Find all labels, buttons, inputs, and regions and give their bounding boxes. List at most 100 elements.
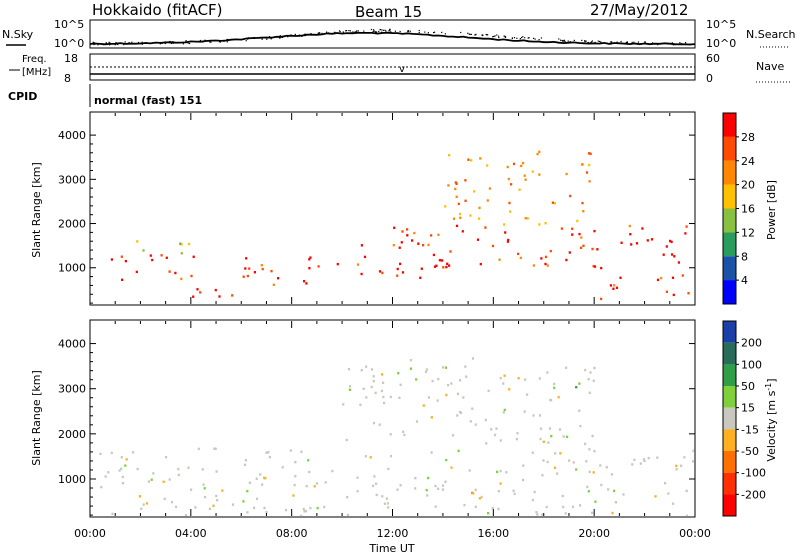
colorbar-segment (723, 342, 736, 365)
x-axis-label: Time UT (368, 542, 414, 554)
noise-search-point (667, 43, 669, 45)
colorbar-tick-label: 16 (741, 203, 755, 216)
noise-search-point (164, 42, 166, 44)
noise-search-point (407, 30, 409, 32)
y-tick-label: 2000 (58, 218, 86, 231)
noise-search-point (350, 32, 352, 34)
noise-search-point (528, 37, 530, 39)
colorbar-tick-label: 15 (741, 402, 755, 415)
noise-search-point (226, 39, 228, 41)
noise-search-point (172, 41, 174, 43)
echo-cell (380, 389, 383, 393)
velocity-x-ticks (89, 321, 696, 516)
noise-search-point (373, 30, 375, 32)
colorbar-tick-label: 20 (741, 179, 755, 192)
echo-cell (437, 233, 440, 236)
echo-cell (444, 366, 448, 369)
colorbar-segment (723, 407, 736, 430)
echo-cell (422, 404, 425, 407)
noise-search-point (266, 38, 268, 40)
echo-cell (452, 217, 456, 220)
echo-cell (414, 487, 417, 490)
noise-search-point (108, 41, 110, 43)
echo-cell (542, 459, 545, 462)
velocity-colorbar-label: Velocity [m s-1] (764, 378, 778, 461)
echo-cell (449, 250, 452, 253)
power-y-label: Slant Range [km] (30, 162, 43, 258)
x-axis-tick-labels: 00:00 04:00 08:00 12:00 16:00 20:00 00:00 (74, 527, 711, 540)
echo-cell (152, 472, 155, 475)
colorbar-tick-label: 200 (741, 337, 762, 350)
echo-cell (478, 497, 481, 500)
echo-cell (399, 262, 402, 266)
x-tick-label: 20:00 (578, 527, 610, 540)
echo-cell (685, 225, 688, 228)
echo-cell (413, 231, 416, 235)
echo-cell (359, 403, 362, 406)
noise-search-point (202, 41, 204, 43)
noise-search-point (97, 44, 99, 46)
noise-search-point (611, 42, 613, 44)
echo-cell (554, 452, 557, 455)
echo-cell (524, 178, 527, 181)
echo-cell (163, 497, 166, 501)
echo-cell (316, 506, 319, 510)
velocity-colorbar: 200 100 50 15 -15 -50 -100 -200 (722, 320, 766, 517)
echo-cell (487, 389, 490, 393)
noise-search-point (375, 31, 377, 33)
echo-cell (438, 259, 441, 262)
echo-cell (441, 366, 445, 369)
noise-search-point (355, 31, 357, 33)
echo-cell (415, 420, 419, 423)
echo-cell (628, 224, 631, 228)
echo-cell (669, 239, 672, 243)
echo-cell (442, 266, 445, 269)
echo-cell (349, 385, 352, 388)
noise-search-point (346, 30, 348, 32)
echo-cell (308, 470, 311, 474)
echo-cell (346, 495, 349, 499)
echo-cell (605, 466, 608, 469)
echo-cell (635, 242, 639, 245)
echo-cell (431, 379, 434, 383)
echo-cell (255, 477, 258, 480)
freq-right-label: Nave (756, 60, 784, 73)
echo-cell (619, 276, 622, 279)
echo-cell (607, 488, 610, 491)
echo-cell (553, 202, 556, 205)
noise-search-point (311, 34, 313, 36)
noise-search-point (269, 36, 271, 38)
echo-cell (629, 233, 632, 236)
echo-cell (465, 375, 468, 378)
echo-cell (505, 471, 508, 474)
echo-cell (461, 230, 464, 233)
echo-cell (374, 391, 377, 395)
echo-cell (593, 366, 596, 370)
freq-left-tick-bottom: 8 (64, 72, 71, 85)
echo-cell (526, 393, 529, 396)
noise-search-point (248, 37, 250, 39)
echo-cell (121, 278, 124, 281)
y-tick-label: 3000 (58, 383, 86, 396)
echo-cell (448, 154, 451, 157)
echo-cell (582, 210, 585, 213)
echo-cell (375, 482, 378, 485)
echo-cell (558, 428, 562, 431)
echo-cell (556, 472, 559, 475)
colorbar-tick-label: 24 (741, 155, 755, 168)
echo-cell (294, 461, 297, 464)
x-tick-label: 16:00 (477, 527, 509, 540)
echo-cell (444, 480, 447, 483)
echo-cell (582, 244, 585, 247)
echo-cell (263, 476, 266, 480)
echo-cell (593, 450, 596, 453)
echo-cell (201, 468, 204, 471)
echo-cell (409, 359, 412, 362)
cpid-panel: CPID normal (fast) 151 (8, 84, 202, 107)
noise-search-point (467, 32, 469, 34)
echo-cell (447, 184, 450, 187)
noise-search-point (474, 34, 476, 36)
echo-cell (476, 238, 480, 241)
colorbar-tick-label: 100 (741, 358, 762, 371)
